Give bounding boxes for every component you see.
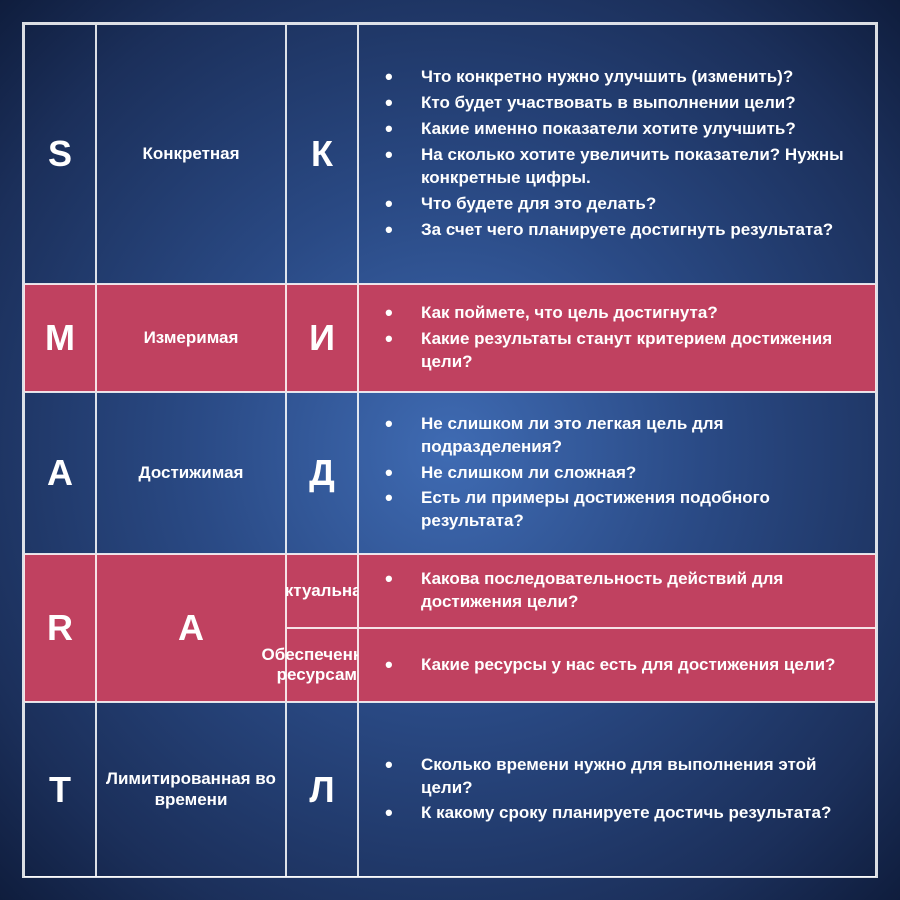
- rus-letter-t: Л: [286, 702, 358, 877]
- label-r2: Обеспеченная ресурсами: [286, 628, 358, 702]
- bullet-item: Как поймете, что цель достигнута?: [377, 302, 863, 325]
- bullets-t: Сколько времени нужно для выполнения это…: [358, 702, 876, 877]
- label-s: Конкретная: [96, 24, 286, 284]
- label-a: Достижимая: [96, 392, 286, 554]
- label-r1: Актуальная: [286, 554, 358, 628]
- bullets-a: Не слишком ли это легкая цель для подраз…: [358, 392, 876, 554]
- bullets-r2: Какие ресурсы у нас есть для достижения …: [358, 628, 876, 702]
- eng-letter-t: T: [24, 702, 96, 877]
- eng-letter-m: M: [24, 284, 96, 392]
- bullet-item: Не слишком ли сложная?: [377, 462, 863, 485]
- bullet-item: Не слишком ли это легкая цель для подраз…: [377, 413, 863, 459]
- rus-letter-r: А: [96, 554, 286, 702]
- bullet-item: Сколько времени нужно для выполнения это…: [377, 754, 863, 800]
- label-m: Измеримая: [96, 284, 286, 392]
- bullet-item: К какому сроку планируете достичь резуль…: [377, 802, 863, 825]
- bullet-item: Есть ли примеры достижения подобного рез…: [377, 487, 863, 533]
- bullet-item: Что будете для это делать?: [377, 193, 863, 216]
- rus-letter-m: И: [286, 284, 358, 392]
- bullets-m: Как поймете, что цель достигнута? Какие …: [358, 284, 876, 392]
- bullet-item: За счет чего планируете достигнуть резул…: [377, 219, 863, 242]
- smart-table: S Конкретная К Что конкретно нужно улучш…: [22, 22, 878, 878]
- eng-letter-r: R: [24, 554, 96, 702]
- bullet-item: Какие ресурсы у нас есть для достижения …: [377, 654, 863, 677]
- eng-letter-s: S: [24, 24, 96, 284]
- bullets-r1: Какова последовательность действий для д…: [358, 554, 876, 628]
- eng-letter-a: A: [24, 392, 96, 554]
- bullet-item: Какие результаты станут критерием достиж…: [377, 328, 863, 374]
- bullet-item: На сколько хотите увеличить показатели? …: [377, 144, 863, 190]
- bullet-item: Какие именно показатели хотите улучшить?: [377, 118, 863, 141]
- bullet-item: Кто будет участвовать в выполнении цели?: [377, 92, 863, 115]
- bullets-s: Что конкретно нужно улучшить (изменить)?…: [358, 24, 876, 284]
- rus-letter-a: Д: [286, 392, 358, 554]
- label-t: Лимитированная во времени: [96, 702, 286, 877]
- bullet-item: Какова последовательность действий для д…: [377, 568, 863, 614]
- rus-letter-s: К: [286, 24, 358, 284]
- bullet-item: Что конкретно нужно улучшить (изменить)?: [377, 66, 863, 89]
